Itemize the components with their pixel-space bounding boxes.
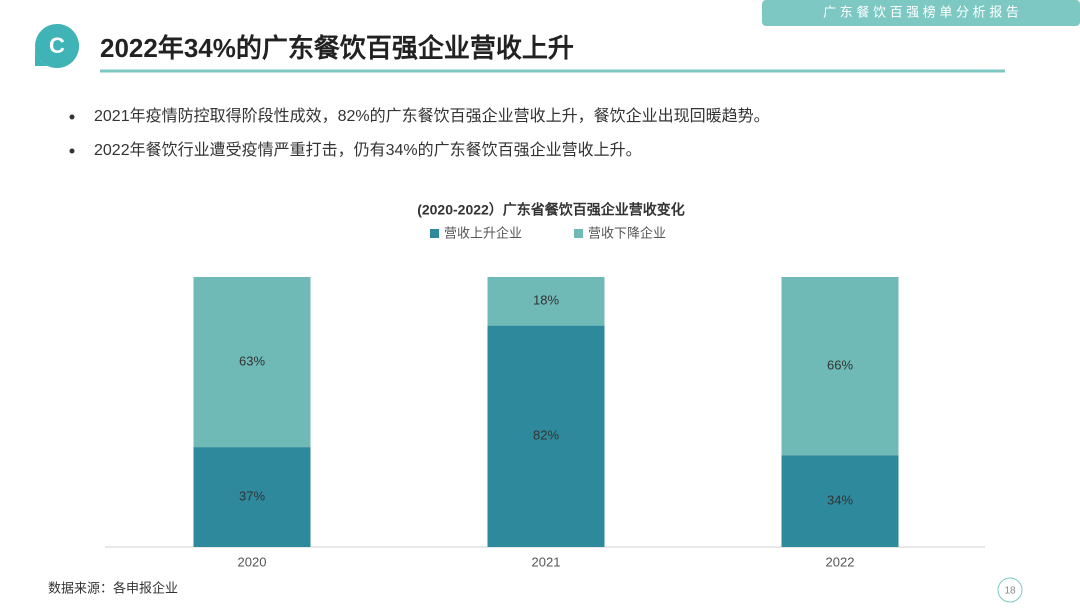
page-title: 2022年34%的广东餐饮百强企业营收上升 [100,33,574,63]
legend-swatch [574,229,583,238]
bar-segment [781,455,899,547]
bullet: 2021年疫情防控取得阶段性成效，82%的广东餐饮百强企业营收上升，餐饮企业出现… [94,107,770,125]
bar-segment [193,277,311,448]
bar-segment [193,447,311,547]
value-label: 34% [827,493,853,508]
bullet: 2022年餐饮行业遭受疫情严重打击，仍有34%的广东餐饮百强企业营收上升。 [94,141,642,159]
bar-segment [487,277,605,326]
value-label: 18% [533,293,559,308]
value-label: 66% [827,358,853,373]
legend-label: 营收下降企业 [588,225,666,240]
value-label: 63% [239,353,265,368]
x-tick-label: 2020 [238,554,267,569]
source: 数据来源：各申报企业 [48,580,178,595]
legend-swatch [430,229,439,238]
bar-segment [781,277,899,456]
value-label: 82% [533,428,559,443]
x-tick-label: 2022 [826,554,855,569]
logo: C [49,33,65,58]
bullet-dot [69,148,75,154]
x-tick-label: 2021 [532,554,561,569]
page-number: 18 [1004,586,1016,597]
chart-title: (2020-2022）广东省餐饮百强企业营收变化 [417,202,685,218]
tag-bg [762,0,1080,26]
bullet-dot [69,114,75,120]
value-label: 37% [239,488,265,503]
header-tag: 广 东 餐 饮 百 强 榜 单 分 析 报 告 [823,4,1019,19]
page-badge [997,577,1023,603]
bar-segment [487,325,605,547]
legend-label: 营收上升企业 [444,225,522,240]
logo-circle [35,24,79,68]
